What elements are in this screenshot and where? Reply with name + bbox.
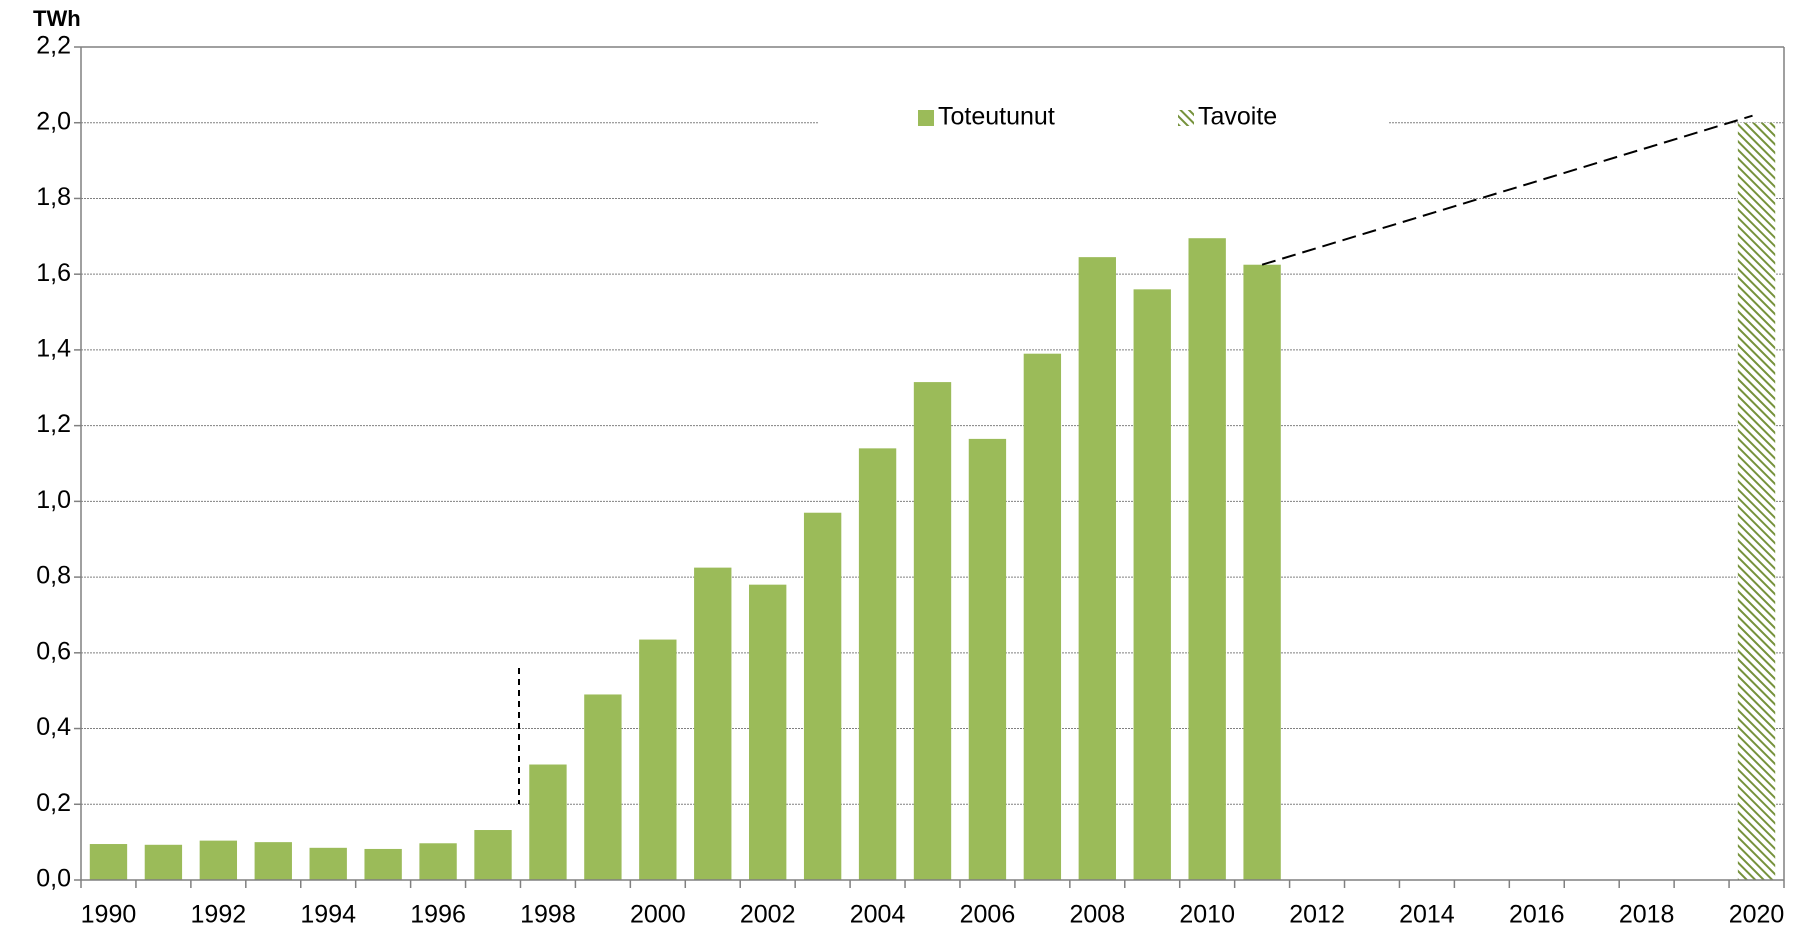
bar: [1188, 238, 1226, 880]
legend-background: [818, 95, 1388, 139]
x-tick-label: 2002: [740, 901, 796, 927]
bar: [968, 438, 1007, 880]
bar: [89, 844, 128, 880]
y-tick-label: 2,0: [36, 107, 71, 135]
y-tick-label: 2,2: [36, 32, 71, 60]
x-tick-label: 2010: [1179, 901, 1235, 927]
x-tick-label: 2020: [1729, 901, 1785, 927]
bar: [364, 848, 402, 880]
bar: [1737, 122, 1776, 880]
x-tick-label: 2006: [960, 901, 1016, 927]
bar: [199, 840, 238, 880]
legend-label: Tavoite: [1198, 103, 1277, 131]
trend-line: [1261, 114, 1753, 266]
bar: [803, 512, 842, 880]
y-tick-label: 1,2: [36, 410, 71, 438]
x-tick-label: 2008: [1069, 901, 1125, 927]
bar: [749, 584, 787, 880]
x-tick-label: 2018: [1619, 901, 1675, 927]
bar: [1078, 257, 1116, 880]
y-tick-label: 1,8: [36, 183, 71, 211]
bar: [639, 639, 677, 880]
bar: [1023, 353, 1062, 881]
y-tick-label: 0,2: [36, 789, 71, 817]
legend-swatch: [918, 110, 934, 126]
y-tick-label: 0,8: [36, 562, 71, 590]
x-tick-label: 1990: [81, 901, 137, 927]
y-tick-label: 1,6: [36, 259, 71, 287]
y-tick-label: 0,4: [36, 713, 71, 741]
bar: [1133, 289, 1171, 880]
bar: [419, 843, 457, 880]
bar: [858, 448, 897, 880]
y-tick-label: 0,0: [36, 865, 71, 893]
bar: [144, 844, 183, 880]
bar: [694, 567, 732, 880]
x-tick-label: 2014: [1399, 901, 1455, 927]
x-tick-label: 2016: [1509, 901, 1565, 927]
x-tick-label: 2004: [850, 901, 906, 927]
bar: [584, 694, 622, 880]
bar: [529, 764, 567, 880]
x-tick-label: 1996: [410, 901, 466, 927]
bar: [474, 830, 512, 880]
legend: Toteutunut Tavoite: [818, 95, 1388, 139]
y-tick-label: 0,6: [36, 637, 71, 665]
y-tick-label: 1,4: [36, 335, 71, 363]
legend-swatch: [1178, 110, 1194, 126]
bar: [309, 847, 347, 880]
bar: [913, 382, 952, 880]
x-tick-label: 2012: [1289, 901, 1345, 927]
x-tick-label: 1992: [191, 901, 247, 927]
bar: [254, 842, 292, 880]
x-tick-label: 1994: [300, 901, 356, 927]
bar: [1243, 264, 1281, 880]
x-tick-label: 1998: [520, 901, 576, 927]
y-axis-label: TWh: [33, 6, 81, 31]
y-tick-label: 1,0: [36, 486, 71, 514]
legend-label: Toteutunut: [938, 103, 1055, 131]
x-tick-label: 2000: [630, 901, 686, 927]
